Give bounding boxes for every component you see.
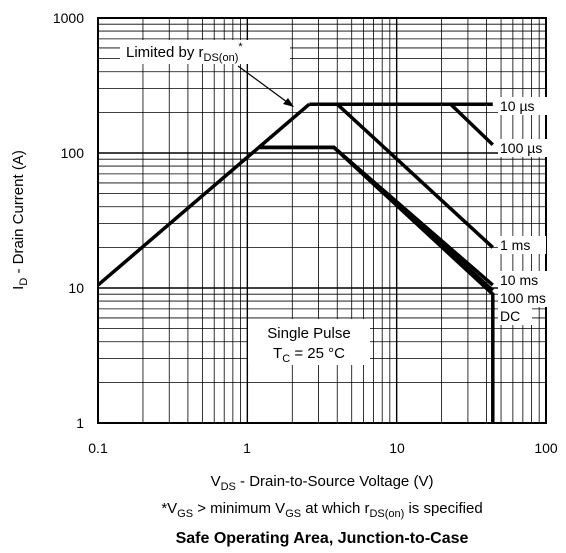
y-axis-label: ID - Drain Current (A) — [10, 150, 30, 290]
series-label-1ms: 1 ms — [498, 236, 546, 254]
x-tick-label: 1 — [243, 440, 251, 456]
single-pulse-box: Single Pulse TC = 25 °C — [248, 319, 370, 365]
y-tick-label: 1 — [76, 415, 84, 431]
svg-text:10 ms: 10 ms — [500, 272, 538, 288]
series-label-100ms: 100 ms — [498, 289, 560, 307]
series-label-100us: 100 µs — [498, 139, 560, 157]
svg-text:Single Pulse: Single Pulse — [267, 325, 350, 342]
svg-text:Limited by rDS(on)*: Limited by rDS(on)* — [126, 41, 243, 64]
y-tick-label: 100 — [61, 145, 85, 161]
x-tick-label: 0.1 — [88, 440, 108, 456]
series-line-1 — [337, 102, 495, 147]
svg-text:DC: DC — [500, 308, 520, 324]
series-label-10ms: 10 ms — [498, 271, 552, 289]
x-tick-label: 10 — [389, 440, 405, 456]
x-tick-label: 100 — [534, 440, 558, 456]
series-label-10us: 10 µs — [498, 97, 554, 115]
chart-title: Safe Operating Area, Junction-to-Case — [176, 530, 469, 547]
series-line-2 — [336, 102, 494, 249]
svg-text:10 µs: 10 µs — [500, 98, 535, 114]
svg-text:100 µs: 100 µs — [500, 140, 542, 156]
svg-text:TC = 25 °C: TC = 25 °C — [273, 345, 345, 365]
svg-text:100 ms: 100 ms — [500, 290, 546, 306]
footnote: *VGS > minimum VGS at which rDS(on) is s… — [161, 500, 482, 520]
series-label-dc: DC — [498, 307, 532, 325]
series-line-5 — [259, 145, 495, 423]
svg-text:1 ms: 1 ms — [500, 237, 530, 253]
y-tick-label: 10 — [68, 280, 84, 296]
y-tick-label: 1000 — [53, 10, 84, 26]
annotation-arrowhead — [283, 98, 294, 107]
limited-by-annotation: Limited by rDS(on)* — [120, 40, 294, 107]
plot-frame — [97, 17, 547, 424]
series-line-6 — [96, 102, 311, 287]
series-lines — [96, 102, 495, 423]
series-line-4 — [259, 145, 494, 292]
x-axis-label: VDS - Drain-to-Source Voltage (V) — [211, 473, 434, 493]
annotation-arrow-line — [237, 65, 288, 103]
